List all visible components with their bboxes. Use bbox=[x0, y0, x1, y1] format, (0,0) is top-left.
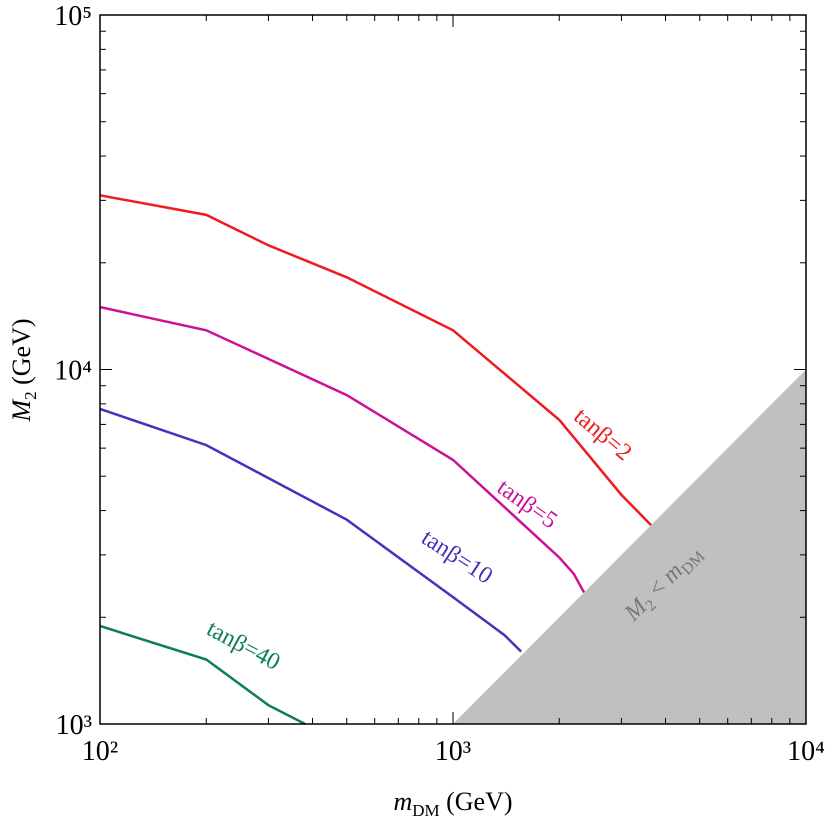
y-axis-label-part: (GeV) bbox=[7, 318, 36, 391]
y-tick-label: 10⁴ bbox=[54, 356, 92, 387]
x-tick-label: 10³ bbox=[435, 736, 471, 767]
series-line bbox=[99, 305, 586, 594]
x-axis-label-part: DM bbox=[412, 801, 439, 819]
x-axis-label-part: m bbox=[393, 787, 412, 816]
x-tick-label: 10⁴ bbox=[787, 736, 825, 767]
x-axis-label: mDM (GeV) bbox=[393, 787, 512, 819]
y-axis-label: M2 (GeV) bbox=[7, 318, 40, 422]
y-axis-label-part: 2 bbox=[21, 391, 40, 400]
y-tick-label: 10⁵ bbox=[54, 1, 92, 32]
excluded-region bbox=[453, 369, 806, 724]
series-line bbox=[99, 194, 652, 526]
y-axis-label-part: M bbox=[7, 399, 36, 423]
x-axis-label-part: (GeV) bbox=[440, 787, 513, 816]
x-tick-label: 10² bbox=[82, 736, 118, 767]
series-label: tanβ=2 bbox=[568, 403, 636, 466]
series-line bbox=[99, 407, 523, 653]
series-line bbox=[99, 624, 306, 726]
y-tick-label: 10³ bbox=[56, 710, 92, 741]
